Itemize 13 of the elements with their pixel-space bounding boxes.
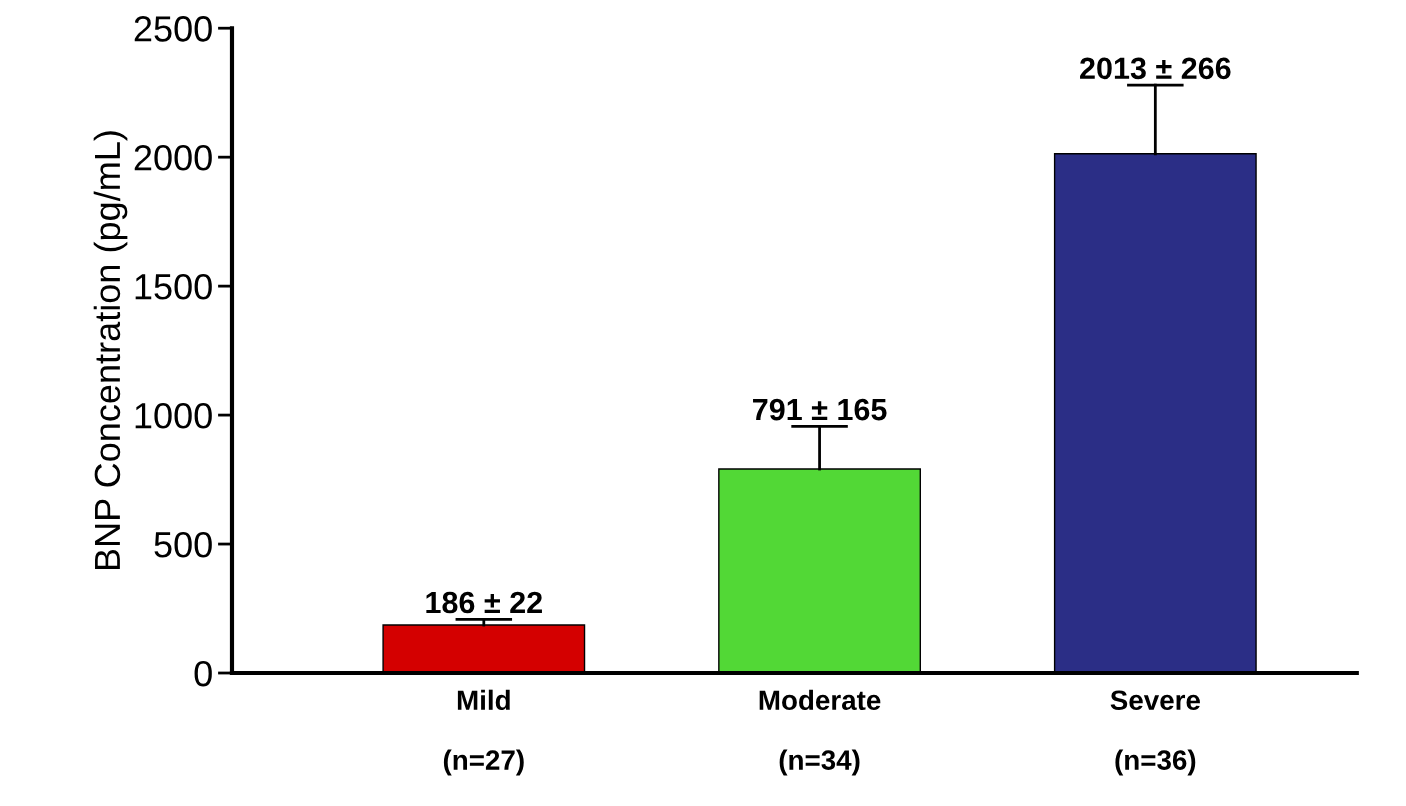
- category-label: Severe (n=36): [1110, 690, 1200, 776]
- y-tick-label: 2000: [134, 145, 212, 171]
- y-tick-label: 2500: [134, 16, 212, 42]
- data-label: 2013 ± 266: [1080, 57, 1231, 80]
- category-label: Moderate (n=34): [759, 689, 881, 776]
- y-tick-label: 0: [194, 660, 212, 687]
- y-tick-label: 1000: [135, 402, 212, 429]
- y-axis-title: BNP Concentration (pg/mL): [93, 131, 128, 570]
- y-tick-label: 1500: [135, 274, 212, 300]
- category-label: Mild (n=27): [443, 689, 524, 776]
- y-tick-label: 500: [154, 531, 212, 558]
- data-label: 186 ± 22: [426, 591, 542, 614]
- data-label: 791 ± 165: [753, 398, 887, 421]
